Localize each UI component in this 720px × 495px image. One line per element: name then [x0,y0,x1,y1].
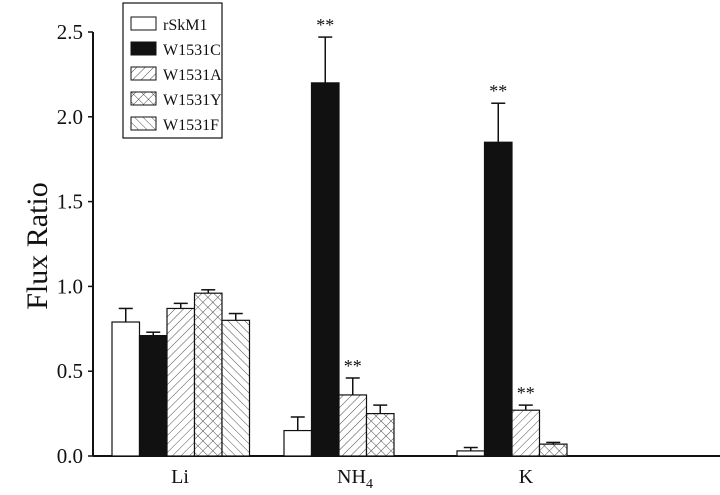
significance-marker: ** [517,383,535,403]
bar-w1531c-nh [310,82,340,457]
legend-label-w1531c: W1531C [163,42,221,59]
significance-marker: ** [344,356,362,376]
bar-w1531c-li [138,334,168,457]
x-tick-labels: Li NH4 K [171,466,534,492]
legend-label-rskm1: rSkM1 [163,17,207,34]
bar-w1531y-li [193,292,223,457]
subscript: 4 [366,477,373,492]
bars: ** ** ** ** [111,15,568,457]
bar-rskm1-li [111,321,141,457]
x-tick-label-k: K [519,466,534,488]
legend-label-w1531f: W1531F [163,117,219,134]
significance-marker: ** [489,81,507,101]
legend-swatch-w1531c [130,41,157,56]
legend-label-w1531a: W1531A [163,67,222,84]
bar-rskm1-k [456,450,486,457]
bar-rskm1-nh [283,429,313,457]
y-tick-label: 1.5 [57,190,83,214]
legend: rSkM1 W1531C W1531A W1531Y W1531F [122,2,223,139]
bar-w1531c-k [483,141,513,457]
legend-swatch-w1531y [130,91,157,106]
x-tick-label-li: Li [171,466,189,488]
legend-swatch-w1531f [130,116,157,131]
x-tick-label-nh: NH4 [337,466,373,492]
y-tick-label: 1.0 [57,274,83,298]
legend-swatch-rskm1 [130,16,157,31]
y-tick-label: 2.0 [57,105,83,129]
legend-label-w1531y: W1531Y [163,92,222,109]
bar-w1531y-nh [365,413,395,457]
bar-w1531y-k [538,443,568,457]
bar-w1531a-k [511,409,541,457]
bar-w1531a-li [166,307,196,457]
bar-w1531a-nh [338,394,368,457]
y-tick-label: 2.5 [57,20,83,44]
significance-marker: ** [316,15,334,35]
y-tick-label: 0.5 [57,359,83,383]
y-tick-label: 0.0 [57,444,83,468]
y-axis-label: Flux Ratio [21,182,54,310]
legend-swatch-w1531a [130,66,157,81]
bar-w1531f-li [221,319,251,457]
